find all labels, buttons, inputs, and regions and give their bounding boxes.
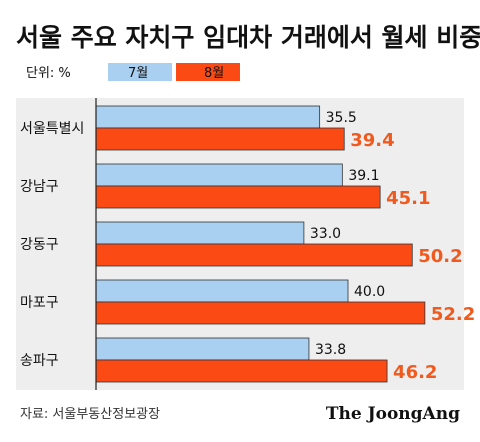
unit-label: 단위: %: [26, 66, 71, 81]
data-label-aug: 46.2: [393, 362, 437, 383]
legend-swatch-aug: [176, 63, 240, 81]
data-label-jul: 35.5: [326, 110, 357, 126]
data-label-aug: 45.1: [386, 188, 430, 209]
bar-aug: [95, 243, 413, 267]
brand-logo: The JoongAng: [326, 404, 460, 424]
data-label-aug: 52.2: [431, 304, 475, 325]
data-label-jul: 39.1: [348, 168, 379, 184]
bar-jul: [95, 221, 305, 245]
bar-jul: [95, 337, 310, 361]
data-label-jul: 33.0: [310, 226, 341, 242]
category-label: 강남구: [20, 179, 59, 195]
bars-layer: 서울특별시 35.5 39.4 강남구 39.1 45.1 강동구 33.0 50.2 마포구 40…: [20, 105, 475, 383]
source-note: 자료: 서울부동산정보광장: [20, 407, 160, 422]
category-label: 강동구: [20, 237, 59, 253]
category-label: 마포구: [20, 295, 59, 311]
legend-swatch-jul: [108, 63, 172, 81]
chart-title: 서울 주요 자치구 임대차 거래에서 월세 비중: [16, 23, 480, 52]
bar-aug: [95, 127, 345, 151]
data-label-jul: 33.8: [315, 342, 346, 358]
bar-aug: [95, 185, 381, 209]
bar-jul: [95, 279, 349, 303]
bar-jul: [95, 105, 321, 129]
bar-aug: [95, 301, 426, 325]
legend-label-aug: 8월: [204, 66, 224, 81]
data-label-aug: 39.4: [350, 130, 394, 151]
bar-aug: [95, 359, 388, 383]
category-label: 송파구: [20, 353, 59, 369]
legend-label-jul: 7월: [128, 66, 148, 81]
category-label: 서울특별시: [20, 121, 84, 137]
data-label-jul: 40.0: [354, 284, 385, 300]
data-label-aug: 50.2: [418, 246, 462, 267]
bar-jul: [95, 163, 343, 187]
